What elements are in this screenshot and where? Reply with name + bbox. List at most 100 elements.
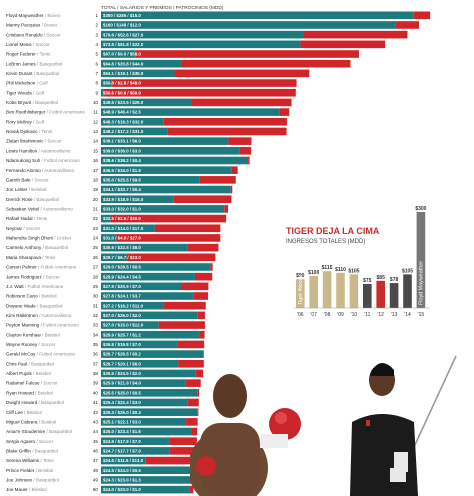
athlete-label: LeBron James / Basquetbol bbox=[6, 61, 62, 66]
sponsor-bar bbox=[173, 195, 232, 204]
athlete-name: Wayne Rooney bbox=[6, 342, 39, 347]
inset-bar bbox=[322, 271, 332, 308]
rank-label: 44 bbox=[93, 429, 99, 434]
athlete-name: Jon Lester bbox=[6, 187, 29, 192]
rank-label: 26 bbox=[93, 255, 99, 260]
salary-bar bbox=[101, 340, 178, 349]
inset-value-label: $100 bbox=[308, 270, 319, 276]
sponsor-bar bbox=[103, 88, 296, 97]
bar-value-label: $26.8 / $19.8 / $7.0 bbox=[103, 342, 141, 347]
athlete-label: Rory McIlroy / Golf bbox=[6, 119, 45, 124]
chart-row: Peyton Manning / Futbol Americano 33 $27.0… bbox=[6, 321, 205, 329]
sponsor-bar bbox=[191, 427, 198, 436]
sponsor-bar bbox=[181, 59, 351, 68]
inset-category-label: '13 bbox=[391, 312, 398, 318]
athlete-label: Albert Pujols / Beisbol bbox=[6, 371, 51, 376]
athlete-name: Joe Mauer bbox=[6, 487, 29, 492]
sponsor-bar bbox=[228, 137, 252, 145]
inset-value-label: $105 bbox=[402, 268, 413, 274]
inset-bar bbox=[336, 272, 345, 308]
salary-bar bbox=[101, 30, 304, 39]
bar-value-label: $25.0 / $23.4 / $1.6 bbox=[103, 429, 141, 434]
athlete-label: Ryan Howard / Beisbol bbox=[6, 390, 53, 395]
athlete-name: Phil Mickelson bbox=[6, 81, 37, 86]
chart-row: Carmelo Anthony / Basquetbol 25 $30.5 / $2… bbox=[6, 243, 219, 252]
tiger-woods-photo bbox=[350, 355, 457, 496]
bar-value-label: $29.7 / $6.7 / $23.0 bbox=[103, 255, 141, 260]
athlete-name: Joe Johnson bbox=[6, 478, 33, 483]
athlete-label: Wayne Rooney / Soccer bbox=[6, 342, 56, 347]
bar-value-label: $160 / $148 / $12.0 bbox=[103, 23, 141, 28]
chart-row: Joe Mauer / Beisbol 50 $24.0 / $23.0 / $1.… bbox=[6, 485, 194, 494]
athlete-label: Lewis Hamilton / Automovilismo bbox=[6, 148, 71, 153]
sponsor-bar bbox=[203, 350, 204, 358]
inset-chart-svg: $90 '06 Tiger Woods $100 '07 $115 '08 $110 '09 $1… bbox=[294, 206, 430, 318]
rank-label: 4 bbox=[95, 42, 98, 47]
bar-value-label: $38.6 / $38.2 / $0.4 bbox=[103, 158, 141, 163]
rank-label: 28 bbox=[93, 274, 99, 279]
inset-bar bbox=[349, 274, 359, 308]
chart-row: Clayton Kershaw / Beisbol 34 $26.9 / $25.7… bbox=[6, 330, 205, 339]
athlete-name: Maria Sharapova bbox=[6, 255, 42, 260]
bar-value-label: $25.4 / $22.4 / $3.0 bbox=[103, 400, 141, 405]
chart-row: Sebastian Vettel / Automovilismo 21 $33.0 … bbox=[6, 205, 229, 213]
athlete-name: Gareth Bale bbox=[6, 177, 32, 182]
athlete-sport: / Beisbol bbox=[29, 187, 47, 192]
sponsor-bar bbox=[177, 340, 205, 349]
rank-label: 35 bbox=[93, 342, 99, 347]
athlete-label: Carson Palmer / Futbol Americano bbox=[6, 265, 77, 270]
inset-bar bbox=[403, 274, 412, 308]
athlete-name: Lewis Hamilton bbox=[6, 148, 38, 153]
chart-row: Chris Paul / Basquetbol 37 $26.7 / $20.1 /… bbox=[6, 359, 204, 368]
inset-category-label: '15 bbox=[418, 312, 425, 318]
bar-value-label: $39.1 / $33.1 / $6.0 bbox=[103, 139, 141, 144]
inset-category-label: '14 bbox=[404, 312, 411, 318]
athlete-sport: / Tenis bbox=[40, 458, 54, 463]
athlete-name: Derrick Rose bbox=[6, 197, 34, 202]
athlete-name: Kimi Räikkönen bbox=[6, 313, 39, 318]
salary-bar bbox=[101, 137, 229, 145]
athlete-label: Carmelo Anthony / Basquetbol bbox=[6, 245, 68, 250]
inset-category-label: '08 bbox=[324, 312, 331, 318]
athlete-name: Sergio Agüero bbox=[6, 439, 36, 444]
athlete-sport: / Boxeo bbox=[45, 13, 61, 18]
salary-bar bbox=[101, 369, 196, 378]
sponsor-bar bbox=[145, 456, 196, 465]
athlete-label: Gareth Bale / Soccer bbox=[6, 177, 49, 182]
athlete-label: Ben Roethlisberger / Futbol Americano bbox=[6, 110, 85, 115]
sponsor-bar bbox=[231, 166, 238, 174]
chart-row: Fernando Alonso / Automovilismo 17 $35.5 /… bbox=[6, 166, 238, 174]
inset-category-label: '07 bbox=[310, 312, 317, 318]
salary-bar bbox=[101, 398, 188, 407]
athlete-label: Peyton Manning / Futbol Americano bbox=[6, 323, 79, 328]
sponsor-bar bbox=[135, 50, 359, 58]
salary-bar bbox=[101, 117, 164, 126]
sponsor-bar bbox=[126, 253, 216, 262]
athlete-sport: / Soccer bbox=[36, 439, 53, 444]
sponsor-bar bbox=[248, 156, 250, 165]
salary-bar bbox=[101, 311, 198, 320]
rank-label: 12 bbox=[93, 119, 99, 124]
athlete-label: Zlatan Ibrahimovic / Soccer bbox=[6, 139, 62, 144]
inset-value-label: $300 bbox=[415, 206, 426, 212]
athlete-sport: / Cricket bbox=[54, 236, 72, 241]
rank-label: 14 bbox=[93, 139, 99, 144]
athlete-label: Ndamukong Suh / Futbol Americano bbox=[6, 158, 80, 163]
rank-label: 2 bbox=[95, 23, 98, 28]
athlete-name: Carmelo Anthony bbox=[6, 245, 43, 250]
athlete-label: Maria Sharapova / Tenis bbox=[6, 255, 56, 260]
athlete-sport: / Basquetbol bbox=[33, 100, 59, 105]
rank-label: 16 bbox=[93, 158, 99, 163]
athlete-label: Robinson Cano / Beisbol bbox=[6, 294, 57, 299]
chart-row: Cliff Lee / Beisbol 42 $25.3 / $25.0 / $0.… bbox=[6, 408, 199, 416]
sponsor-bar bbox=[194, 272, 213, 281]
rank-label: 7 bbox=[95, 71, 98, 76]
bar-value-label: $27.0 / $25.0 / $2.0 bbox=[103, 313, 141, 318]
bar-value-label: $54.1 / $19.1 / $35.0 bbox=[103, 71, 144, 76]
rank-label: 24 bbox=[93, 236, 99, 241]
sponsor-bar bbox=[116, 234, 221, 242]
athlete-label: J.J. Watt / Futbol Americano bbox=[6, 284, 64, 289]
sponsor-bar bbox=[199, 330, 205, 339]
chart-row: Derrick Rose / Basquetbol 20 $33.9 / $18.9… bbox=[6, 195, 232, 204]
sponsor-bar bbox=[189, 485, 194, 494]
